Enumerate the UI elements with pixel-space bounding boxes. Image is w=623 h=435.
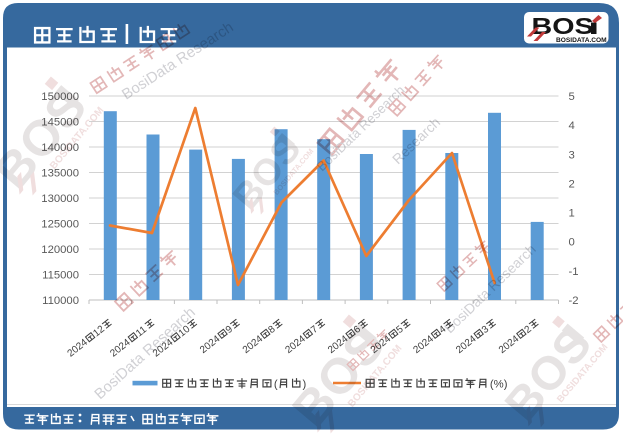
svg-text:Research: Research [389,114,443,167]
svg-text:BosiData Research: BosiData Research [91,304,198,403]
svg-text:5: 5 [569,91,575,103]
svg-text:2: 2 [523,324,535,336]
svg-text:140000: 140000 [41,142,79,154]
svg-text:-2: -2 [569,295,579,307]
svg-text:0: 0 [569,237,575,249]
svg-text:9: 9 [224,324,236,336]
svg-text:1: 1 [569,208,575,220]
svg-text:5: 5 [394,324,406,336]
svg-text:145000: 145000 [41,117,79,129]
svg-text:135000: 135000 [41,168,79,180]
svg-text:-1: -1 [569,266,579,278]
svg-text:3: 3 [569,149,575,161]
svg-text:BOSIDATA.COM: BOSIDATA.COM [556,37,607,44]
svg-text:7: 7 [309,324,321,336]
svg-text:110000: 110000 [42,295,79,307]
svg-text:(: ( [274,379,278,391]
svg-text:(%): (%) [490,379,508,391]
svg-text:BosiData Research: BosiData Research [441,241,539,336]
svg-text:130000: 130000 [41,193,79,205]
svg-text:125000: 125000 [41,219,79,231]
svg-text:): ) [303,379,307,391]
svg-text:2: 2 [569,178,575,190]
svg-text:4: 4 [569,120,575,132]
svg-text:120000: 120000 [41,244,79,256]
svg-text:8: 8 [266,324,278,336]
svg-text:BosiData Research: BosiData Research [119,19,237,104]
svg-text:3: 3 [480,324,492,336]
svg-text:115000: 115000 [42,270,79,282]
svg-text:4: 4 [437,324,449,336]
